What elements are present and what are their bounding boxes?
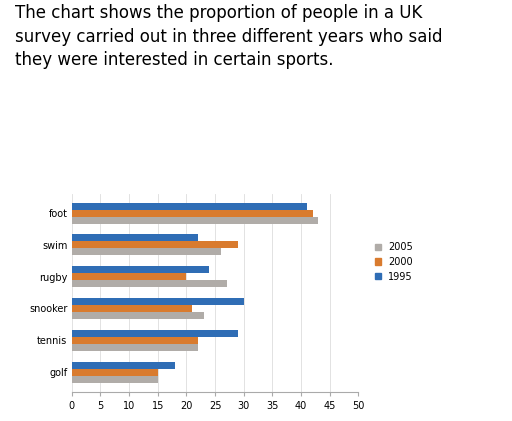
Bar: [72, 210, 312, 217]
Bar: [72, 203, 307, 210]
Bar: [72, 217, 318, 224]
Bar: [72, 298, 244, 305]
Bar: [72, 266, 209, 273]
Legend: 2005, 2000, 1995: 2005, 2000, 1995: [375, 242, 413, 282]
Bar: [72, 305, 192, 312]
Bar: [72, 362, 175, 368]
Bar: [72, 330, 238, 337]
Bar: [72, 280, 226, 287]
Bar: [72, 344, 198, 351]
Text: The chart shows the proportion of people in a UK
survey carried out in three dif: The chart shows the proportion of people…: [15, 4, 443, 69]
Bar: [72, 234, 198, 241]
Bar: [72, 368, 158, 376]
Bar: [72, 337, 198, 344]
Bar: [72, 273, 186, 280]
Bar: [72, 376, 158, 383]
Bar: [72, 248, 221, 256]
Bar: [72, 312, 204, 319]
Bar: [72, 241, 238, 248]
